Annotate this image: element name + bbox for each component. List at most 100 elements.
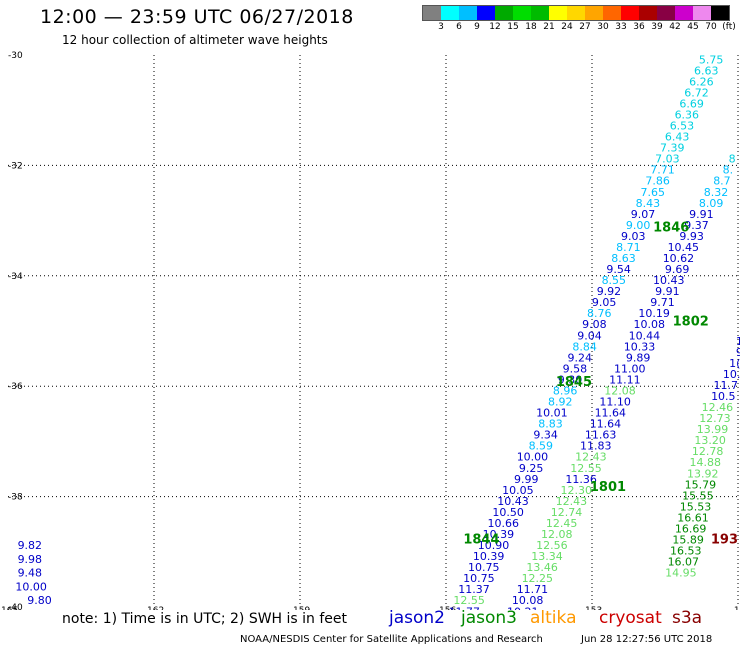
wave-height-label: 12.55 (570, 462, 602, 475)
legend-swatch (423, 6, 441, 20)
wave-height-label: 11.71 (517, 583, 549, 596)
wave-height-label: 7.03 (655, 153, 680, 166)
wave-height-label: 6.53 (670, 120, 695, 133)
wave-height-label: 11.77 (449, 605, 481, 610)
legend-label: 30 (597, 22, 609, 32)
wave-height-label: 10.26 (25, 608, 57, 610)
wave-height-label: 8.92 (548, 396, 573, 409)
wave-height-label: 9.05 (592, 296, 617, 309)
wave-height-label: 11.7 (714, 379, 739, 392)
sat-altika-label: altika (530, 608, 577, 628)
wave-height-label: 8.96 (553, 384, 578, 397)
wave-height-label: 10.50 (492, 506, 524, 519)
legend-label: 42 (669, 22, 681, 32)
wave-height-label: 9.54 (606, 263, 631, 276)
color-legend (422, 5, 730, 21)
chart-subtitle: 12 hour collection of altimeter wave hei… (62, 33, 328, 47)
wave-height-label: 1( (729, 357, 740, 370)
wave-height-label: 8.43 (636, 197, 661, 210)
wave-height-label: 12.08 (604, 384, 636, 397)
wave-height-label: 8.71 (616, 241, 641, 254)
legend-swatch (693, 6, 711, 20)
wave-height-label: 10.19 (638, 307, 670, 320)
wave-height-label: 12.56 (536, 539, 568, 552)
wave-height-label: 6.63 (694, 64, 719, 77)
legend-swatch (639, 6, 657, 20)
wave-height-label: 10. (723, 368, 740, 381)
sat-jason3-label: jason3 (461, 608, 517, 628)
wave-height-label: 8.59 (529, 440, 554, 453)
legend-label: 9 (474, 22, 480, 32)
wave-height-label: 1 (736, 335, 740, 348)
wave-height-label: 9.37 (684, 219, 709, 232)
legend-label: 33 (615, 22, 627, 32)
wave-height-label: 9.04 (577, 329, 602, 342)
wave-height-label: 9.99 (514, 473, 539, 486)
wave-height-label: 9.89 (626, 351, 651, 364)
wave-height-label: 7.39 (660, 142, 685, 155)
legend-label: 39 (651, 22, 663, 32)
wave-height-label: 9.69 (665, 263, 690, 276)
wave-height-label: 13.92 (687, 467, 719, 480)
wave-height-label: 10.21 (507, 605, 539, 610)
wave-height-label: 9.30 (558, 373, 583, 386)
wave-height-label: 15.79 (685, 478, 717, 491)
wave-height-label: 12.43 (575, 451, 607, 464)
x-tick-label: -165 (0, 606, 18, 610)
wave-height-label: 6.69 (679, 97, 704, 110)
wave-height-label: 9.91 (655, 285, 680, 298)
wave-height-label: 6.36 (675, 108, 700, 121)
legend-swatch (531, 6, 549, 20)
legend-swatch (549, 6, 567, 20)
wave-height-label: 9.71 (650, 296, 675, 309)
x-tick-label: -15 (731, 606, 740, 610)
chart-title: 12:00 — 23:59 UTC 06/27/2018 (40, 6, 354, 28)
legend-label: 18 (525, 22, 537, 32)
wave-height-label: 13.20 (694, 434, 726, 447)
wave-height-label: 9.48 (18, 567, 43, 580)
wave-height-label: 13.99 (697, 423, 729, 436)
wave-height-label: 12.08 (541, 528, 573, 541)
wave-height-label: 7.86 (645, 175, 670, 188)
wave-height-label: 11.36 (565, 473, 597, 486)
wave-height-label: 16.61 (677, 511, 709, 524)
wave-height-label: 10.01 (536, 407, 568, 420)
legend-swatch (585, 6, 603, 20)
wave-height-label: 9.34 (533, 429, 558, 442)
pass-time-label: 1846 (653, 221, 689, 236)
wave-height-label: 9.91 (689, 208, 714, 221)
wave-height-label: 8.32 (704, 186, 729, 199)
wave-height-label: 9.00 (626, 219, 651, 232)
wave-height-label: 12.78 (692, 445, 724, 458)
wave-height-label: 9.25 (519, 462, 544, 475)
wave-height-label: 9.82 (18, 539, 43, 552)
x-tick-label: -162 (144, 606, 164, 610)
wave-height-label: 9.92 (597, 285, 622, 298)
legend-label: 12 (489, 22, 501, 32)
wave-height-label: 11.11 (609, 373, 641, 386)
wave-height-label: 11.83 (580, 440, 612, 453)
wave-height-label: 14.95 (665, 567, 697, 580)
wave-height-label: 7.65 (641, 186, 666, 199)
wave-height-label: 15.89 (672, 534, 704, 547)
wave-height-label: 10.43 (653, 274, 685, 287)
wave-height-label: 10.00 (517, 451, 549, 464)
wave-height-label: 12.43 (556, 495, 588, 508)
wave-height-label: 15.53 (680, 500, 712, 513)
wave-height-label: 13.46 (526, 561, 558, 574)
wave-height-label: 10.00 (15, 580, 47, 593)
sat-cryosat-label: cryosat (599, 608, 662, 628)
legend-swatch (513, 6, 531, 20)
wave-height-label: 8 (729, 153, 736, 166)
wave-height-label: 10.75 (468, 561, 500, 574)
wave-height-label: 12.25 (522, 572, 554, 585)
wave-height-label: 8.55 (602, 274, 627, 287)
sat-s3a-label: s3a (672, 608, 703, 628)
wave-height-label: 12.73 (699, 412, 731, 425)
footer-note: note: 1) Time is in UTC; 2) SWH is in fe… (62, 611, 348, 627)
wave-height-label: 10.08 (634, 318, 666, 331)
wave-height-label: 9.58 (563, 362, 588, 375)
wave-height-label: 9.07 (631, 208, 656, 221)
legend-label: 3 (438, 22, 444, 32)
wave-height-label: 11.37 (458, 583, 490, 596)
